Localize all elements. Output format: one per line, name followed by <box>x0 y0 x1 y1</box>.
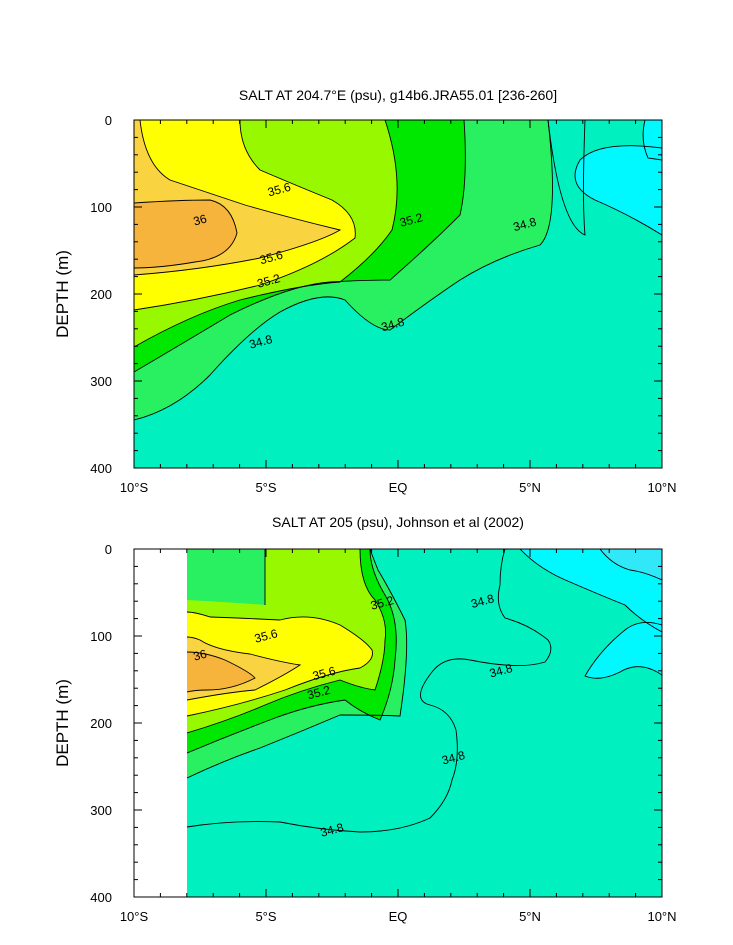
contour-label: 34.8 <box>440 748 466 768</box>
contour-label: 35.6 <box>258 248 284 268</box>
x-tick-label: 10°N <box>647 480 676 495</box>
chart-title: SALT AT 205 (psu), Johnson et al (2002) <box>272 514 524 530</box>
fill-34-6-surface-north <box>520 549 662 632</box>
contour-label: 36 <box>192 647 209 664</box>
contour-line-36 <box>187 651 256 693</box>
contour-line-34-6-sub <box>584 621 662 679</box>
contour-line-34-8-deep <box>187 549 408 779</box>
contour-label: 35.2 <box>256 271 282 291</box>
contour-line-35-0 <box>187 549 397 754</box>
contour-labels: 35.6 36 35.6 35.2 35.2 34.8 34.8 34.8 <box>192 180 538 352</box>
fill-34-4-patch-dark <box>600 549 662 580</box>
y-tick-label: 0 <box>105 113 112 128</box>
contour-line-34-6-a <box>574 145 662 236</box>
contour-line-35-2 <box>134 120 398 348</box>
panel-1: SALT AT 204.7°E (psu), g14b6.JRA55.01 [2… <box>53 87 677 495</box>
contour-label: 35.6 <box>253 626 279 646</box>
fill-34-6-subsurface-north <box>575 145 662 235</box>
y-tick-label: 0 <box>105 542 112 557</box>
contour-label: 34.8 <box>248 332 274 352</box>
fill-34-6-subsurface-north <box>585 622 662 679</box>
y-tick-label: 400 <box>90 890 112 905</box>
x-tick-label: 10°S <box>120 480 149 495</box>
contour-fill-area <box>134 120 662 468</box>
x-tick-label: EQ <box>389 909 408 924</box>
contour-line-35-6 <box>134 120 342 276</box>
x-tick-label: EQ <box>389 480 408 495</box>
contour-line-36 <box>134 199 238 269</box>
axes: 10°S 5°S EQ 5°N 10°N 0 100 200 300 400 <box>90 542 676 924</box>
contour-line-35-2 <box>187 549 386 734</box>
y-axis-label: DEPTH (m) <box>53 679 72 767</box>
fill-36-core <box>134 200 237 268</box>
panel-2: SALT AT 205 (psu), Johnson et al (2002) <box>53 514 677 924</box>
contour-label: 34.8 <box>469 591 495 611</box>
contour-line-34-8-b <box>547 120 586 236</box>
x-tick-label: 10°N <box>647 909 676 924</box>
contour-label: 35.2 <box>369 593 395 613</box>
contour-label: 35.6 <box>311 664 337 684</box>
y-tick-label: 100 <box>90 629 112 644</box>
y-tick-label: 300 <box>90 803 112 818</box>
x-tick-label: 5°N <box>519 909 541 924</box>
contour-line-34-6-b <box>642 120 662 161</box>
contour-fill-area <box>187 549 662 897</box>
y-axis-label: DEPTH (m) <box>53 250 72 338</box>
y-tick-label: 200 <box>90 287 112 302</box>
y-tick-label: 200 <box>90 716 112 731</box>
contour-label: 34.8 <box>380 315 406 335</box>
contour-line-34-8-main <box>187 549 552 833</box>
x-tick-label: 5°S <box>255 909 276 924</box>
fill-36-core <box>187 652 255 692</box>
contour-line-35-0 <box>134 120 466 373</box>
x-tick-label: 10°S <box>120 909 149 924</box>
contour-line-34-8-a <box>134 120 553 421</box>
contour-label: 35.2 <box>398 210 424 230</box>
contour-line-35-4 <box>134 120 356 311</box>
contour-label: 35.6 <box>266 180 292 200</box>
y-tick-label: 300 <box>90 374 112 389</box>
contour-label: 34.8 <box>512 215 538 235</box>
contour-label: 36 <box>192 211 209 228</box>
contour-line-35-4 <box>187 611 373 717</box>
contour-label: 34.8 <box>488 661 514 681</box>
x-tick-label: 5°N <box>519 480 541 495</box>
y-tick-label: 400 <box>90 461 112 476</box>
contour-line-35-6 <box>187 636 302 701</box>
y-tick-label: 100 <box>90 200 112 215</box>
contour-label: 35.2 <box>306 683 332 703</box>
x-tick-label: 5°S <box>255 480 276 495</box>
axes: 10°S 5°S EQ 5°N 10°N 0 100 200 300 400 <box>90 113 676 495</box>
contour-line-34-4 <box>599 549 662 581</box>
contour-line-34-6-north <box>519 549 662 633</box>
chart-title: SALT AT 204.7°E (psu), g14b6.JRA55.01 [2… <box>239 87 557 103</box>
contour-label: 34.8 <box>319 820 345 840</box>
